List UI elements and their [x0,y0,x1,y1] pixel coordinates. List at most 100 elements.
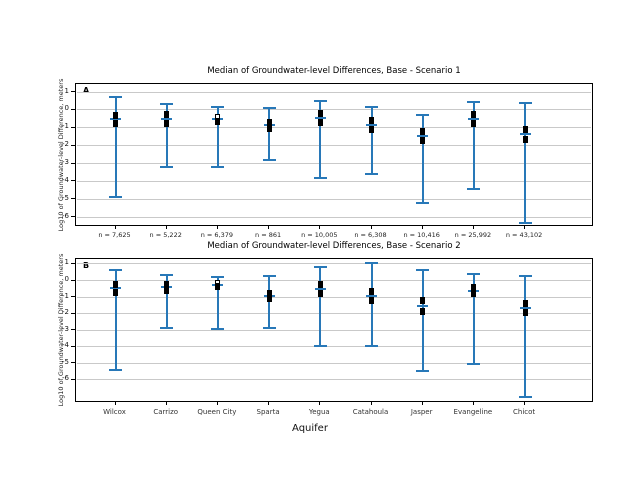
y-axis-tick-label: -2 [62,140,69,149]
whisker-evangeline [472,274,475,364]
gridline [77,145,591,147]
q25-marker-chicot [522,135,528,143]
x-axis-tick-mark [370,226,372,229]
sample-size-label: n = 6,308 [354,231,387,239]
median-marker-catahoula [366,124,377,127]
sample-size-label: n = 10,005 [301,231,338,239]
x-axis-tick-label: Queen City [197,408,237,416]
y-axis-tick-label: -4 [62,341,69,350]
x-axis-tick-mark [216,226,218,229]
median-marker-chicot [519,133,531,136]
y-axis-tick-mark [71,345,75,347]
y-axis-tick-label: -2 [62,308,69,317]
x-axis-tick-mark [472,402,474,405]
x-axis-tick-label: Chicot [513,408,536,416]
q25-marker-evangeline [471,119,477,127]
whisker-cap-bottom-chicot [518,221,532,224]
q75-marker-catahoula [369,288,374,296]
q25-marker-catahoula [369,296,374,304]
x-axis-tick-label: Yegua [308,408,330,416]
x-axis-tick-label: Carrizo [153,408,179,416]
q75-marker-chicot [522,126,528,134]
gridline [77,280,591,282]
sample-size-label: n = 7,625 [98,231,131,239]
y-axis-tick-mark [71,296,75,298]
sample-size-label: n = 6,379 [200,231,234,239]
x-axis-tick-label: Jasper [410,408,433,416]
gridline [77,329,591,331]
whisker-yegua [319,266,322,347]
q75-marker-evangeline [471,284,477,292]
gridline [77,379,591,381]
whisker-carrizo [165,275,168,328]
q25-marker-wilcox [113,289,118,297]
y-axis-tick-label: -6 [62,211,69,220]
y-axis-tick-label: -5 [62,357,69,366]
whisker-cap-bottom-yegua [313,176,327,179]
x-axis-tick-label: Wilcox [103,408,126,416]
whisker-cap-bottom-yegua [313,345,327,348]
whisker-cap-bottom-queen-city [211,166,225,169]
whisker-cap-bottom-catahoula [365,345,378,348]
q75-marker-yegua [317,281,323,289]
whisker-cap-bottom-carrizo [160,326,174,329]
q25-marker-wilcox [113,120,118,128]
q25-marker-chicot [522,309,528,317]
whisker-cap-top-jasper [416,268,430,271]
x-axis-tick-mark [524,402,526,405]
q75-marker-sparta [266,289,272,297]
q75-marker-jasper [420,127,426,135]
whisker-cap-bottom-sparta [262,326,276,329]
whisker-cap-top-yegua [313,99,327,102]
whisker-sparta [268,108,271,160]
whisker-cap-bottom-evangeline [467,362,481,365]
y-axis-tick-mark [71,162,75,164]
gridline [77,346,591,348]
y-axis-tick-mark [71,216,75,218]
whisker-cap-bottom-jasper [416,201,430,204]
gridline [77,91,591,93]
whisker-cap-bottom-carrizo [160,166,174,169]
whisker-cap-top-catahoula [365,106,378,109]
median-marker-wilcox [110,118,121,121]
whisker-catahoula [370,263,373,347]
whisker-cap-bottom-wilcox [109,368,122,371]
whisker-cap-top-sparta [262,275,276,278]
q25-marker-sparta [266,295,272,303]
y-axis-tick-mark [71,378,75,380]
x-axis-tick-mark [421,402,423,405]
whisker-carrizo [165,103,168,168]
y-axis-tick-mark [71,180,75,182]
q25-marker-jasper [420,137,426,145]
whisker-cap-bottom-jasper [416,370,430,373]
q25-marker-queen-city [215,282,221,290]
whisker-evangeline [472,101,475,190]
q25-marker-carrizo [164,286,170,294]
x-axis-tick-mark [165,402,167,405]
panel-b-title: Median of Groundwater-level Differences,… [207,241,461,251]
gridline [77,216,591,218]
gridline [77,313,591,315]
q75-marker-yegua [317,109,323,117]
median-marker-chicot [519,307,531,310]
gridline [77,109,591,111]
whisker-cap-top-chicot [518,101,532,104]
median-marker-yegua [314,116,326,119]
whisker-cap-top-carrizo [160,274,174,277]
sample-size-label: n = 861 [255,231,282,239]
y-axis-tick-label: 1 [64,258,69,267]
q75-marker-chicot [522,300,528,308]
q75-marker-wilcox [113,281,118,289]
whisker-cap-bottom-evangeline [467,188,481,191]
y-axis-tick-mark [71,329,75,331]
whisker-cap-bottom-wilcox [109,195,122,198]
q25-marker-yegua [317,289,323,297]
gridline [77,180,591,182]
y-axis-tick-label: -3 [62,158,69,167]
panel-b-corner-label: B [83,261,90,270]
whisker-wilcox [114,270,117,370]
x-axis-tick-mark [319,226,321,229]
sample-size-label: n = 43,102 [505,231,543,239]
whisker-queen-city [216,107,219,168]
